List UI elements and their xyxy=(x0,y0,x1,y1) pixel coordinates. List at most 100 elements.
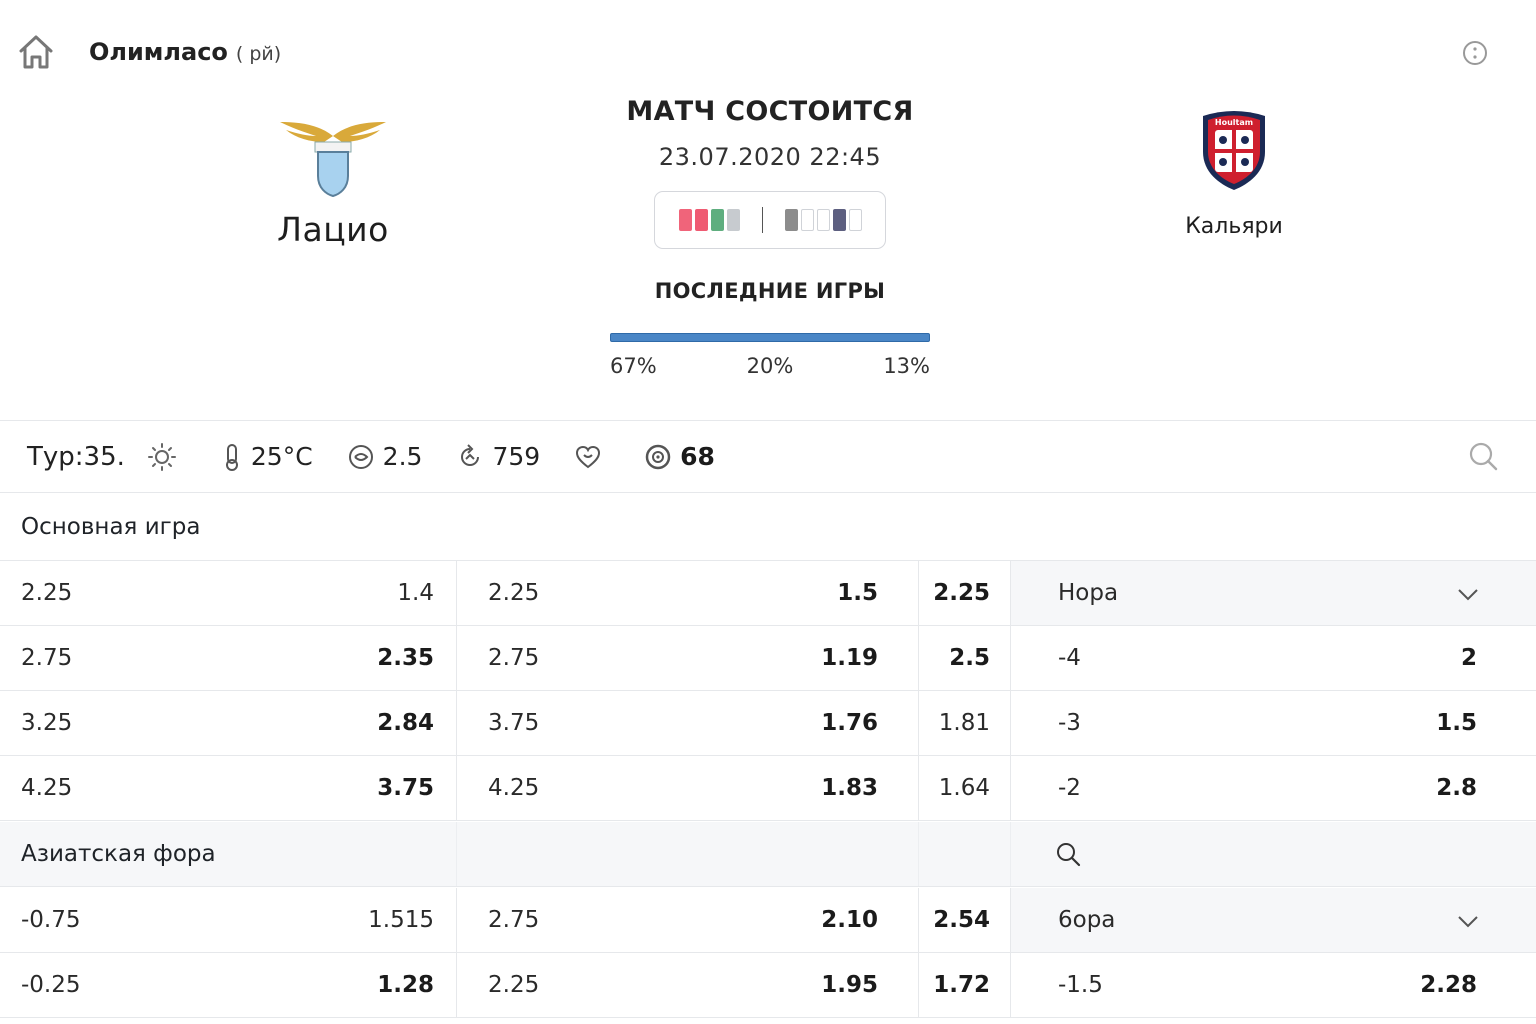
col-divider xyxy=(1010,822,1011,886)
odds-value[interactable]: 2.28 xyxy=(1420,972,1477,998)
chevron-down-icon[interactable] xyxy=(1455,908,1481,934)
odds-value[interactable]: 1.5 xyxy=(1436,710,1477,736)
options-icon xyxy=(1463,41,1487,65)
away-form-square xyxy=(832,209,846,231)
col-divider xyxy=(1010,561,1011,625)
league-title[interactable]: Олимласо ( рй) xyxy=(89,38,281,66)
odds-line: -0.75 xyxy=(21,907,81,933)
away-team[interactable]: Houltam Кальяри xyxy=(1134,108,1334,239)
odds-row: 3.25 2.84 3.75 1.76 1.81 -3 1.5 xyxy=(0,691,1536,756)
col-divider xyxy=(918,953,919,1017)
chevron-down-icon[interactable] xyxy=(1455,581,1481,607)
thermometer-icon xyxy=(225,443,238,471)
league-name: Олимласо xyxy=(89,38,228,66)
home-form-square xyxy=(710,209,724,231)
home-form-square xyxy=(726,209,740,231)
odds-value[interactable]: 1.4 xyxy=(397,580,434,606)
col-divider xyxy=(1010,953,1011,1017)
away-form xyxy=(784,209,862,231)
odds-value[interactable]: 2.84 xyxy=(377,710,434,736)
form-divider xyxy=(761,207,763,233)
col-divider xyxy=(456,561,457,625)
odds-value[interactable]: 1.515 xyxy=(368,907,434,933)
odds-value[interactable]: 3.75 xyxy=(377,775,434,801)
odds-value[interactable]: 1.5 xyxy=(837,580,878,606)
section-main-game: Основная игра xyxy=(0,494,1536,561)
odds-value[interactable]: 1.76 xyxy=(821,710,878,736)
section-asian-title: Азиатская фора xyxy=(21,841,216,867)
odds-value[interactable]: 1.72 xyxy=(933,972,990,998)
search-icon xyxy=(1057,843,1081,867)
home-form-square xyxy=(694,209,708,231)
col-divider xyxy=(918,561,919,625)
stat-3: 68 xyxy=(644,442,715,471)
col-divider xyxy=(1010,626,1011,690)
match-datetime: 23.07.2020 22:45 xyxy=(658,143,882,171)
info-search-button[interactable] xyxy=(1468,441,1500,473)
search-icon xyxy=(1469,442,1498,471)
cagliari-logo-icon: Houltam xyxy=(1203,111,1265,190)
odds-line: 4.25 xyxy=(488,775,540,801)
home-team-name: Лацио xyxy=(277,210,389,249)
odds-value[interactable]: 2 xyxy=(1460,645,1477,671)
odds-row: 2.75 2.35 2.75 1.19 2.5 -4 2 xyxy=(0,626,1536,691)
last-games-bar xyxy=(610,333,930,342)
odds-value[interactable]: 1.81 xyxy=(938,710,990,736)
odds-value[interactable]: 1.19 xyxy=(821,645,878,671)
odds-line[interactable]: -1.5 xyxy=(1058,972,1103,998)
away-form-square xyxy=(800,209,814,231)
temperature-value: 25°C xyxy=(250,442,313,471)
away-form-square xyxy=(848,209,862,231)
stat-2-value: 759 xyxy=(492,442,541,471)
odds-value[interactable]: 2.25 xyxy=(933,580,990,606)
market-select[interactable] xyxy=(1011,561,1536,625)
odds-line: 2.25 xyxy=(488,580,540,606)
cagliari-logo-text: Houltam xyxy=(1215,118,1253,127)
lazio-logo-icon xyxy=(280,122,386,198)
col-divider xyxy=(456,691,457,755)
odds-line: 2.75 xyxy=(21,645,73,671)
home-button[interactable] xyxy=(14,30,58,74)
stat-3-value: 68 xyxy=(680,442,715,471)
odds-value[interactable]: 2.8 xyxy=(1436,775,1477,801)
home-form-square xyxy=(678,209,692,231)
home-team[interactable]: Лацио xyxy=(233,118,433,249)
col-divider xyxy=(1010,691,1011,755)
odds-value[interactable]: 1.95 xyxy=(821,972,878,998)
away-team-name: Кальяри xyxy=(1185,214,1283,239)
odds-value[interactable]: 1.28 xyxy=(377,972,434,998)
match-header: Олимласо ( рй) xyxy=(0,0,1536,100)
menu-button[interactable] xyxy=(1461,39,1489,67)
col-divider xyxy=(918,756,919,820)
odds-value[interactable]: 1.64 xyxy=(938,775,990,801)
col-divider xyxy=(1010,888,1011,952)
stat-2: 759 xyxy=(456,442,540,471)
section-asian-handicap: Азиатская фора xyxy=(0,822,1536,887)
odds-value[interactable]: 2.54 xyxy=(933,907,990,933)
asian-search-button[interactable] xyxy=(1055,841,1083,869)
refresh-icon xyxy=(461,443,480,466)
odds-row: 2.25 1.4 2.25 1.5 2.25 Нора xyxy=(0,561,1536,626)
odds-value[interactable]: 1.83 xyxy=(821,775,878,801)
odds-value[interactable]: 2.10 xyxy=(821,907,878,933)
col-divider xyxy=(456,888,457,952)
col-divider xyxy=(918,691,919,755)
home-win-pct: 67% xyxy=(610,354,657,378)
odds-line: 2.25 xyxy=(21,580,73,606)
col-divider xyxy=(918,822,919,886)
odds-line: 2.75 xyxy=(488,645,540,671)
odds-line[interactable]: -4 xyxy=(1058,645,1081,671)
ball-icon xyxy=(348,444,373,469)
col-divider xyxy=(918,888,919,952)
target-icon xyxy=(645,444,671,469)
form-widget[interactable] xyxy=(654,191,886,249)
odds-value[interactable]: 2.5 xyxy=(949,645,990,671)
odds-value[interactable]: 2.35 xyxy=(377,645,434,671)
odds-line[interactable]: -2 xyxy=(1058,775,1081,801)
away-win-pct: 13% xyxy=(883,354,930,378)
weather xyxy=(145,442,187,472)
league-country: ( рй) xyxy=(235,43,282,65)
odds-line[interactable]: -3 xyxy=(1058,710,1081,736)
market-select[interactable] xyxy=(1011,888,1536,952)
odds-row: -0.75 1.515 2.75 2.10 2.54 6ора xyxy=(0,888,1536,953)
